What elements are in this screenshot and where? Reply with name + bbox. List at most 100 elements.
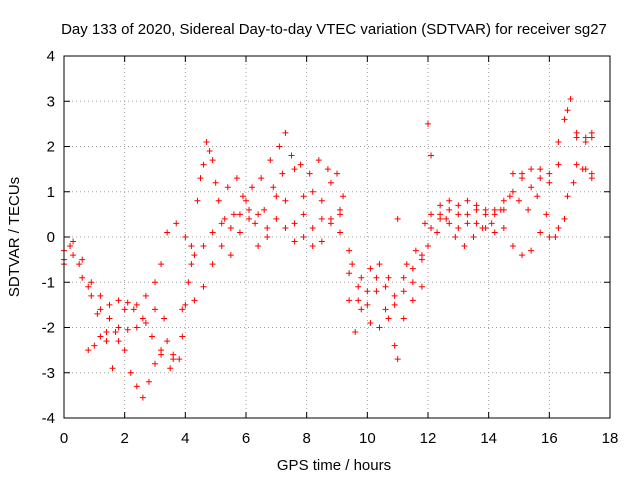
data-point bbox=[264, 234, 271, 240]
data-point bbox=[509, 188, 516, 195]
x-tick-label: 14 bbox=[480, 430, 497, 447]
data-point bbox=[509, 243, 516, 250]
data-point bbox=[588, 134, 595, 141]
x-tick-label: 12 bbox=[420, 430, 437, 447]
data-point bbox=[267, 157, 274, 164]
data-point bbox=[418, 283, 425, 290]
data-point bbox=[473, 206, 480, 213]
data-point bbox=[337, 211, 344, 218]
grid bbox=[64, 56, 610, 418]
data-point bbox=[497, 206, 504, 213]
data-point bbox=[421, 220, 428, 227]
data-point bbox=[218, 243, 225, 250]
data-point bbox=[546, 179, 553, 186]
data-point bbox=[288, 152, 295, 159]
data-point bbox=[230, 211, 237, 218]
data-point bbox=[437, 211, 444, 218]
y-tick-label: 0 bbox=[47, 229, 55, 246]
data-point bbox=[121, 347, 128, 354]
data-point bbox=[215, 197, 222, 204]
data-point bbox=[473, 220, 480, 227]
data-point bbox=[133, 383, 140, 390]
data-point bbox=[106, 301, 113, 308]
data-point bbox=[212, 179, 219, 186]
data-point bbox=[209, 157, 216, 164]
x-tick-label: 18 bbox=[602, 430, 619, 447]
data-point bbox=[394, 215, 401, 222]
data-point bbox=[291, 166, 298, 173]
data-point bbox=[103, 329, 110, 336]
data-point bbox=[443, 215, 450, 222]
data-point bbox=[145, 378, 152, 385]
data-point bbox=[528, 166, 535, 173]
data-point bbox=[534, 193, 541, 200]
data-point bbox=[346, 297, 353, 304]
data-point bbox=[561, 116, 568, 123]
data-point bbox=[403, 261, 410, 268]
data-point bbox=[418, 256, 425, 263]
data-point bbox=[291, 220, 298, 227]
data-point bbox=[246, 215, 253, 222]
data-point bbox=[142, 319, 149, 326]
data-point bbox=[488, 220, 495, 227]
y-tick-label: -3 bbox=[42, 365, 55, 382]
data-point bbox=[385, 274, 392, 281]
data-point bbox=[79, 256, 86, 263]
data-point bbox=[236, 211, 243, 218]
data-point bbox=[519, 252, 526, 259]
data-point bbox=[273, 215, 280, 222]
y-tick-label: 3 bbox=[47, 93, 55, 110]
data-point bbox=[152, 306, 158, 313]
data-point bbox=[115, 324, 122, 331]
data-point bbox=[152, 279, 158, 286]
data-point bbox=[306, 170, 313, 177]
data-point bbox=[97, 306, 104, 313]
data-point bbox=[127, 369, 134, 376]
data-point bbox=[309, 243, 316, 250]
data-point bbox=[106, 315, 113, 322]
data-point bbox=[179, 306, 186, 313]
data-point bbox=[367, 265, 374, 272]
series-track-c bbox=[85, 166, 595, 401]
data-point bbox=[188, 261, 195, 268]
data-point bbox=[130, 306, 137, 313]
x-tick-label: 4 bbox=[181, 430, 189, 447]
data-point bbox=[273, 193, 280, 200]
x-tick-label: 10 bbox=[359, 430, 376, 447]
data-point bbox=[124, 299, 131, 306]
data-point bbox=[164, 229, 171, 236]
data-point bbox=[446, 197, 453, 204]
data-point bbox=[567, 95, 574, 102]
data-point bbox=[573, 161, 580, 168]
y-tick-label: -2 bbox=[42, 320, 55, 337]
data-point bbox=[261, 206, 268, 213]
data-point bbox=[152, 360, 158, 367]
data-point bbox=[185, 279, 192, 286]
data-point bbox=[428, 224, 435, 231]
x-tick-label: 16 bbox=[541, 430, 558, 447]
data-point bbox=[158, 261, 165, 268]
data-point bbox=[282, 197, 289, 204]
series-track-d bbox=[61, 95, 595, 372]
y-tick-label: -4 bbox=[42, 410, 55, 427]
data-point bbox=[206, 148, 213, 155]
data-point bbox=[428, 152, 435, 159]
data-point bbox=[97, 333, 104, 340]
data-point bbox=[161, 315, 168, 322]
data-point bbox=[309, 224, 316, 231]
data-point bbox=[133, 324, 140, 331]
data-point bbox=[385, 315, 392, 322]
data-point bbox=[425, 243, 431, 250]
data-point bbox=[300, 234, 307, 240]
data-point bbox=[391, 301, 398, 308]
data-point bbox=[464, 220, 471, 227]
data-point bbox=[227, 224, 234, 231]
data-point bbox=[382, 306, 389, 313]
series-track-b bbox=[61, 129, 595, 308]
data-point bbox=[221, 215, 228, 222]
data-point bbox=[124, 326, 131, 333]
data-point bbox=[249, 184, 256, 191]
data-point bbox=[255, 211, 262, 218]
data-point bbox=[115, 338, 122, 345]
data-point bbox=[94, 310, 101, 317]
